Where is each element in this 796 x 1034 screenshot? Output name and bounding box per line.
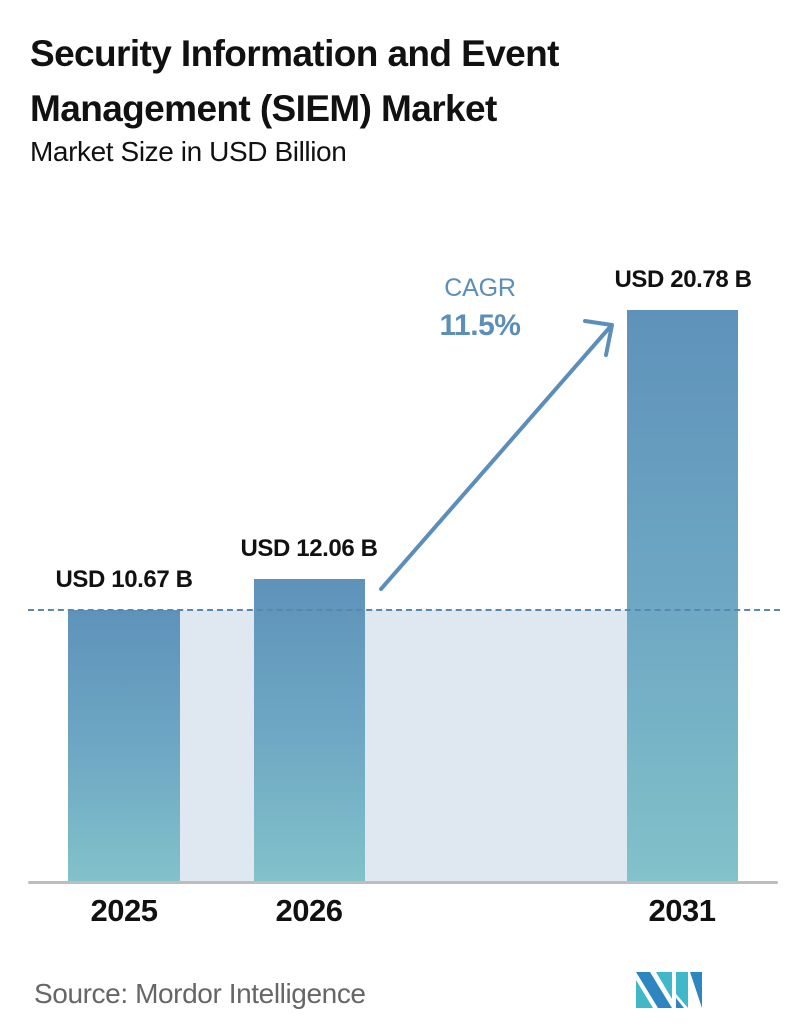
x-tick-2025: 2025	[90, 893, 158, 928]
cagr-label: CAGR	[444, 274, 516, 302]
bar-label-2031: USD 20.78 B	[614, 266, 752, 293]
bar-2031	[627, 310, 738, 882]
bar-label-2025: USD 10.67 B	[55, 566, 193, 593]
bar-2026	[254, 579, 365, 882]
mordor-intelligence-logo-icon	[636, 972, 702, 1008]
reference-dashed-line	[28, 609, 780, 611]
chart-title: Security Information and Event Managemen…	[30, 33, 559, 129]
bar-label-2026: USD 12.06 B	[240, 535, 378, 562]
x-tick-2026: 2026	[275, 893, 343, 928]
bar-2025	[68, 610, 180, 882]
source-text: Source: Mordor Intelligence	[34, 978, 366, 1009]
x-tick-2031: 2031	[648, 893, 716, 928]
growth-shade-region	[180, 610, 627, 882]
chart-subtitle: Market Size in USD Billion	[30, 136, 347, 167]
x-axis-line	[28, 881, 778, 884]
cagr-value: 11.5%	[439, 309, 521, 342]
